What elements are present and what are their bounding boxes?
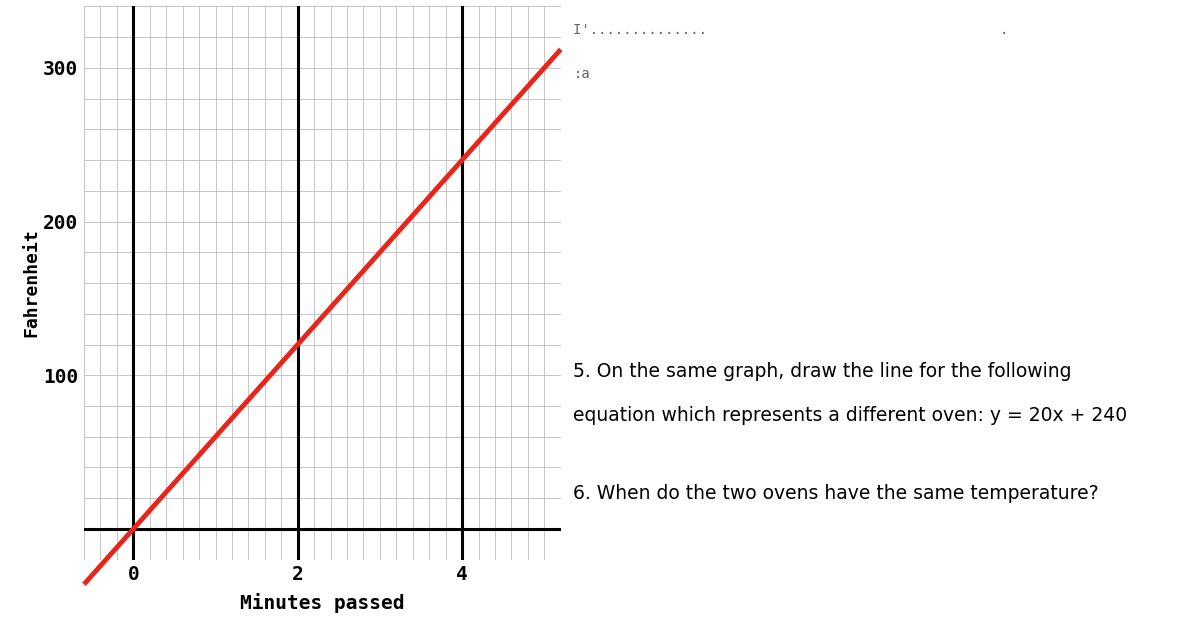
Text: 5. On the same graph, draw the line for the following: 5. On the same graph, draw the line for … (574, 362, 1072, 381)
Y-axis label: Fahrenheit: Fahrenheit (23, 229, 41, 337)
Text: equation which represents a different oven: y = 20x + 240: equation which represents a different ov… (574, 406, 1127, 425)
X-axis label: Minutes passed: Minutes passed (240, 593, 404, 612)
Text: I'..............                                   .: I'.............. . (574, 23, 1009, 37)
Text: 6. When do the two ovens have the same temperature?: 6. When do the two ovens have the same t… (574, 484, 1099, 503)
Text: :a: :a (574, 67, 590, 81)
